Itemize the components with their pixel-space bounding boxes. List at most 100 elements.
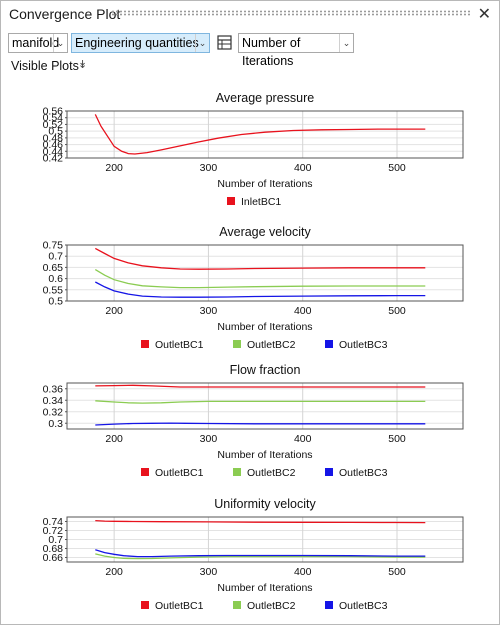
y-tick-label: 0.68 bbox=[43, 543, 64, 555]
legend-swatch bbox=[233, 340, 241, 348]
x-tick-label: 200 bbox=[105, 305, 123, 317]
legend-swatch bbox=[233, 601, 241, 609]
panel-title: Convergence Plot bbox=[9, 6, 121, 22]
model-select-value: manifold bbox=[12, 36, 60, 50]
legend-label: OutletBC1 bbox=[155, 600, 204, 612]
series-line-OutletBC3 bbox=[95, 422, 426, 426]
x-tick-label: 400 bbox=[294, 305, 312, 317]
series-line-OutletBC1 bbox=[95, 519, 426, 524]
y-tick-label: 0.75 bbox=[43, 240, 64, 252]
series-line-OutletBC1 bbox=[94, 247, 426, 270]
x-tick-label: 500 bbox=[388, 433, 406, 445]
title-bar[interactable]: Convergence Plot ✕ bbox=[1, 1, 499, 28]
series-line-OutletBC2 bbox=[95, 553, 426, 560]
legend-label: OutletBC3 bbox=[339, 339, 388, 351]
y-tick-label: 0.66 bbox=[43, 552, 64, 564]
x-axis-label: Number of Iterations bbox=[217, 321, 312, 333]
series-line-OutletBC3 bbox=[95, 549, 426, 558]
table-icon[interactable] bbox=[217, 35, 232, 50]
plot-frame bbox=[66, 244, 464, 302]
chart-title: Flow fraction bbox=[230, 363, 301, 377]
legend-label: OutletBC1 bbox=[155, 339, 204, 351]
chevron-down-icon[interactable]: ⌄ bbox=[53, 34, 67, 52]
y-tick-label: 0.72 bbox=[43, 525, 64, 537]
quantity-select[interactable]: Engineering quantities ⌄ bbox=[71, 33, 210, 53]
x-axis-label: Number of Iterations bbox=[217, 178, 312, 190]
y-tick-label: 0.5 bbox=[48, 126, 63, 138]
y-tick-label: 0.52 bbox=[43, 119, 64, 131]
x-tick-label: 400 bbox=[294, 162, 312, 174]
y-tick-label: 0.55 bbox=[43, 284, 64, 296]
series-line-InletBC1 bbox=[94, 114, 426, 155]
quantity-select-value: Engineering quantities bbox=[75, 36, 199, 50]
series-line-OutletBC3 bbox=[94, 281, 426, 298]
legend-swatch bbox=[233, 468, 241, 476]
x-tick-label: 200 bbox=[105, 566, 123, 578]
legend-swatch bbox=[141, 468, 149, 476]
x-tick-label: 200 bbox=[105, 433, 123, 445]
y-tick-label: 0.7 bbox=[48, 251, 63, 263]
y-tick-label: 0.36 bbox=[43, 383, 64, 395]
chevron-down-icon[interactable]: ⌄ bbox=[339, 34, 353, 52]
x-axis-label: Number of Iterations bbox=[217, 449, 312, 461]
plot-frame bbox=[66, 110, 464, 159]
close-icon[interactable]: ✕ bbox=[477, 6, 491, 23]
y-tick-label: 0.48 bbox=[43, 132, 64, 144]
legend-label: OutletBC2 bbox=[247, 467, 296, 479]
y-tick-label: 0.54 bbox=[43, 112, 64, 124]
x-tick-label: 300 bbox=[200, 305, 218, 317]
plot-frame bbox=[66, 382, 464, 430]
legend-swatch bbox=[325, 468, 333, 476]
x-tick-label: 200 bbox=[105, 162, 123, 174]
legend-label: OutletBC2 bbox=[247, 339, 296, 351]
y-tick-label: 0.74 bbox=[43, 516, 64, 528]
x-tick-label: 400 bbox=[294, 433, 312, 445]
legend-label: InletBC1 bbox=[241, 196, 281, 208]
toolbar: manifold ⌄ Engineering quantities ⌄ Numb… bbox=[8, 33, 488, 68]
chart-title: Average velocity bbox=[219, 225, 311, 239]
drag-grip[interactable] bbox=[111, 10, 471, 16]
y-tick-label: 0.46 bbox=[43, 139, 64, 151]
legend-swatch bbox=[141, 601, 149, 609]
double-chevron-down-icon[interactable]: ↡ bbox=[78, 59, 88, 71]
legend-label: OutletBC1 bbox=[155, 467, 204, 479]
model-select[interactable]: manifold ⌄ bbox=[8, 33, 68, 53]
y-tick-label: 0.34 bbox=[43, 395, 64, 407]
visible-plots-label[interactable]: Visible Plots bbox=[11, 59, 79, 73]
y-tick-label: 0.42 bbox=[43, 153, 64, 165]
y-tick-label: 0.5 bbox=[48, 296, 63, 308]
x-tick-label: 300 bbox=[200, 566, 218, 578]
y-tick-label: 0.32 bbox=[43, 406, 64, 418]
y-tick-label: 0.3 bbox=[48, 418, 63, 430]
legend-swatch bbox=[141, 340, 149, 348]
xaxis-select[interactable]: Number of Iterations ⌄ bbox=[238, 33, 354, 68]
legend-label: OutletBC3 bbox=[339, 467, 388, 479]
x-axis-label: Number of Iterations bbox=[217, 582, 312, 594]
series-line-OutletBC1 bbox=[95, 384, 426, 388]
y-tick-label: 0.44 bbox=[43, 146, 64, 158]
legend-swatch bbox=[227, 197, 235, 205]
x-tick-label: 500 bbox=[388, 305, 406, 317]
x-tick-label: 300 bbox=[200, 162, 218, 174]
y-tick-label: 0.7 bbox=[48, 534, 63, 546]
chart-3: Uniformity velocity 0.740.720.70.680.66 20… bbox=[43, 497, 464, 612]
chart-title: Average pressure bbox=[216, 91, 314, 105]
y-tick-label: 0.6 bbox=[48, 273, 63, 285]
legend-label: OutletBC2 bbox=[247, 600, 296, 612]
y-tick-label: 0.56 bbox=[43, 106, 64, 118]
legend-label: OutletBC3 bbox=[339, 600, 388, 612]
chart-2: Flow fraction 0.360.340.320.3 200 300 400 500… bbox=[43, 363, 464, 479]
chevron-down-icon[interactable]: ⌄ bbox=[195, 34, 209, 52]
xaxis-select-value: Number of Iterations bbox=[242, 36, 301, 68]
x-tick-label: 500 bbox=[388, 162, 406, 174]
legend-swatch bbox=[325, 601, 333, 609]
x-tick-label: 400 bbox=[294, 566, 312, 578]
x-tick-label: 500 bbox=[388, 566, 406, 578]
series-line-OutletBC2 bbox=[94, 269, 426, 289]
chart-title: Uniformity velocity bbox=[214, 497, 316, 511]
x-tick-label: 300 bbox=[200, 433, 218, 445]
chart-1: Average velocity 0.750.70.650.60.550.5 200… bbox=[43, 225, 464, 351]
series-line-OutletBC2 bbox=[95, 400, 426, 404]
charts-area: Average pressure0.560.540.520.50.480.460… bbox=[43, 91, 464, 612]
